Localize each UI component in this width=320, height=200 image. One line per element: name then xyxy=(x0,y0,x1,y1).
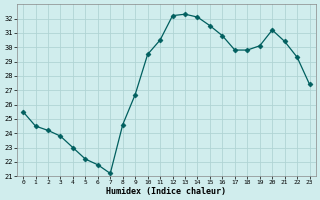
X-axis label: Humidex (Indice chaleur): Humidex (Indice chaleur) xyxy=(106,187,226,196)
